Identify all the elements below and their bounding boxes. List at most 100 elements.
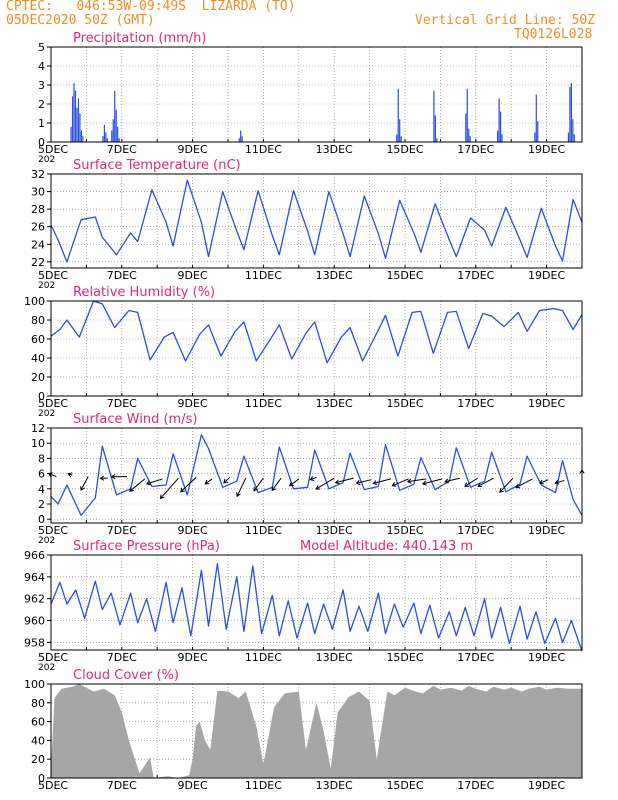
x-tick-label: 19DEC <box>528 524 565 537</box>
y-tick-label: 962 <box>24 593 45 606</box>
y-tick-label: 4 <box>38 483 45 496</box>
x-year-label: 202 <box>38 155 55 165</box>
precip-bar <box>572 119 574 142</box>
y-tick-label: 8 <box>38 452 45 465</box>
y-tick-label: 100 <box>24 295 45 308</box>
wind-vector <box>373 478 391 484</box>
x-tick-label: 17DEC <box>457 524 494 537</box>
wind-vector <box>315 477 335 490</box>
x-year-label: 202 <box>38 536 55 546</box>
y-tick-label: 2 <box>38 498 45 511</box>
precip-bar <box>397 88 399 142</box>
x-tick-label: 19DEC <box>528 397 565 410</box>
y-tick-label: 0 <box>38 136 45 149</box>
wind-arrowhead <box>515 483 521 489</box>
y-tick-label: 80 <box>31 314 45 327</box>
wind-vector <box>129 478 146 492</box>
y-tick-label: 1 <box>38 117 45 130</box>
precip-bar <box>468 128 470 142</box>
wind-vector <box>539 479 549 484</box>
cloud-cover-area <box>51 684 582 778</box>
series-line <box>50 434 583 517</box>
precip-bar <box>469 136 471 142</box>
y-tick-label: 964 <box>24 571 45 584</box>
x-tick-label: 7DEC <box>107 651 137 664</box>
y-tick-label: 6 <box>38 468 45 481</box>
precip-bar <box>117 126 119 142</box>
precip-bar <box>569 86 571 142</box>
x-tick-label: 11DEC <box>245 143 282 156</box>
wind-arrowhead <box>204 479 210 485</box>
wind-vector <box>146 478 163 485</box>
wind-arrowhead <box>129 487 134 492</box>
x-tick-label: 11DEC <box>245 524 282 537</box>
wind-vector <box>422 478 443 485</box>
panel-1 <box>47 173 583 269</box>
x-tick-label: 17DEC <box>457 779 494 792</box>
x-tick-label: 7DEC <box>107 524 137 537</box>
y-tick-label: 3 <box>38 79 45 92</box>
wind-arrowhead <box>372 480 378 486</box>
wind-arrowhead <box>180 487 185 493</box>
wind-vector <box>205 478 213 485</box>
x-year-label: 202 <box>38 281 55 291</box>
x-tick-label: 11DEC <box>245 397 282 410</box>
wind-arrowhead <box>145 480 151 486</box>
panel-frame <box>50 173 583 269</box>
x-tick-label: 17DEC <box>457 651 494 664</box>
wind-arrowhead <box>554 479 560 485</box>
y-tick-label: 2 <box>38 98 45 111</box>
model-altitude-label: Model Altitude: 440.143 m <box>300 539 473 554</box>
panel-title: Surface Wind (m/s) <box>73 412 197 427</box>
x-tick-label: 15DEC <box>386 524 423 537</box>
precip-bar <box>114 90 116 142</box>
panel-frame <box>50 300 583 397</box>
y-tick-label: 0 <box>38 772 45 785</box>
wind-arrowhead <box>110 474 116 480</box>
precip-bar <box>498 98 500 142</box>
x-tick-label: 9DEC <box>178 779 208 792</box>
x-tick-label: 11DEC <box>245 779 282 792</box>
y-tick-label: 40 <box>31 352 45 365</box>
precip-bar <box>535 94 537 142</box>
y-tick-label: 100 <box>24 678 45 691</box>
wind-vector <box>160 477 179 499</box>
precip-bar <box>567 132 570 142</box>
x-tick-label: 19DEC <box>528 143 565 156</box>
precip-bar <box>537 121 539 142</box>
precip-bar <box>82 136 84 142</box>
precip-bar <box>241 136 243 142</box>
y-tick-label: 10 <box>31 437 45 450</box>
x-tick-label: 13DEC <box>316 779 353 792</box>
y-tick-label: 24 <box>31 238 45 251</box>
wind-arrowhead <box>253 486 258 492</box>
precip-bar <box>76 107 78 142</box>
precip-bar <box>465 113 467 142</box>
wind-vector <box>271 477 282 491</box>
precip-bar <box>102 136 104 142</box>
x-tick-label: 9DEC <box>178 651 208 664</box>
wind-arrowhead <box>289 481 294 487</box>
precip-bar <box>240 130 242 142</box>
precip-bar <box>534 132 536 142</box>
panel-2 <box>47 300 583 397</box>
wind-arrowhead <box>315 485 321 490</box>
wind-vector <box>80 476 89 491</box>
panel-title: Relative Humidity (%) <box>73 285 215 300</box>
y-tick-label: 966 <box>24 549 45 562</box>
x-tick-label: 13DEC <box>316 269 353 282</box>
wind-arrowhead <box>159 494 165 500</box>
precip-bar <box>436 138 438 142</box>
wind-vector <box>407 478 427 483</box>
y-tick-label: 80 <box>31 697 45 710</box>
x-tick-label: 15DEC <box>386 779 423 792</box>
wind-arrowhead <box>391 482 397 487</box>
wind-arrowhead <box>309 476 315 481</box>
x-tick-label: 11DEC <box>245 651 282 664</box>
precip-bar <box>77 98 80 142</box>
wind-arrowhead <box>444 478 449 484</box>
wind-vector <box>444 477 460 483</box>
y-tick-label: 12 <box>31 422 45 435</box>
y-tick-label: 60 <box>31 716 45 729</box>
